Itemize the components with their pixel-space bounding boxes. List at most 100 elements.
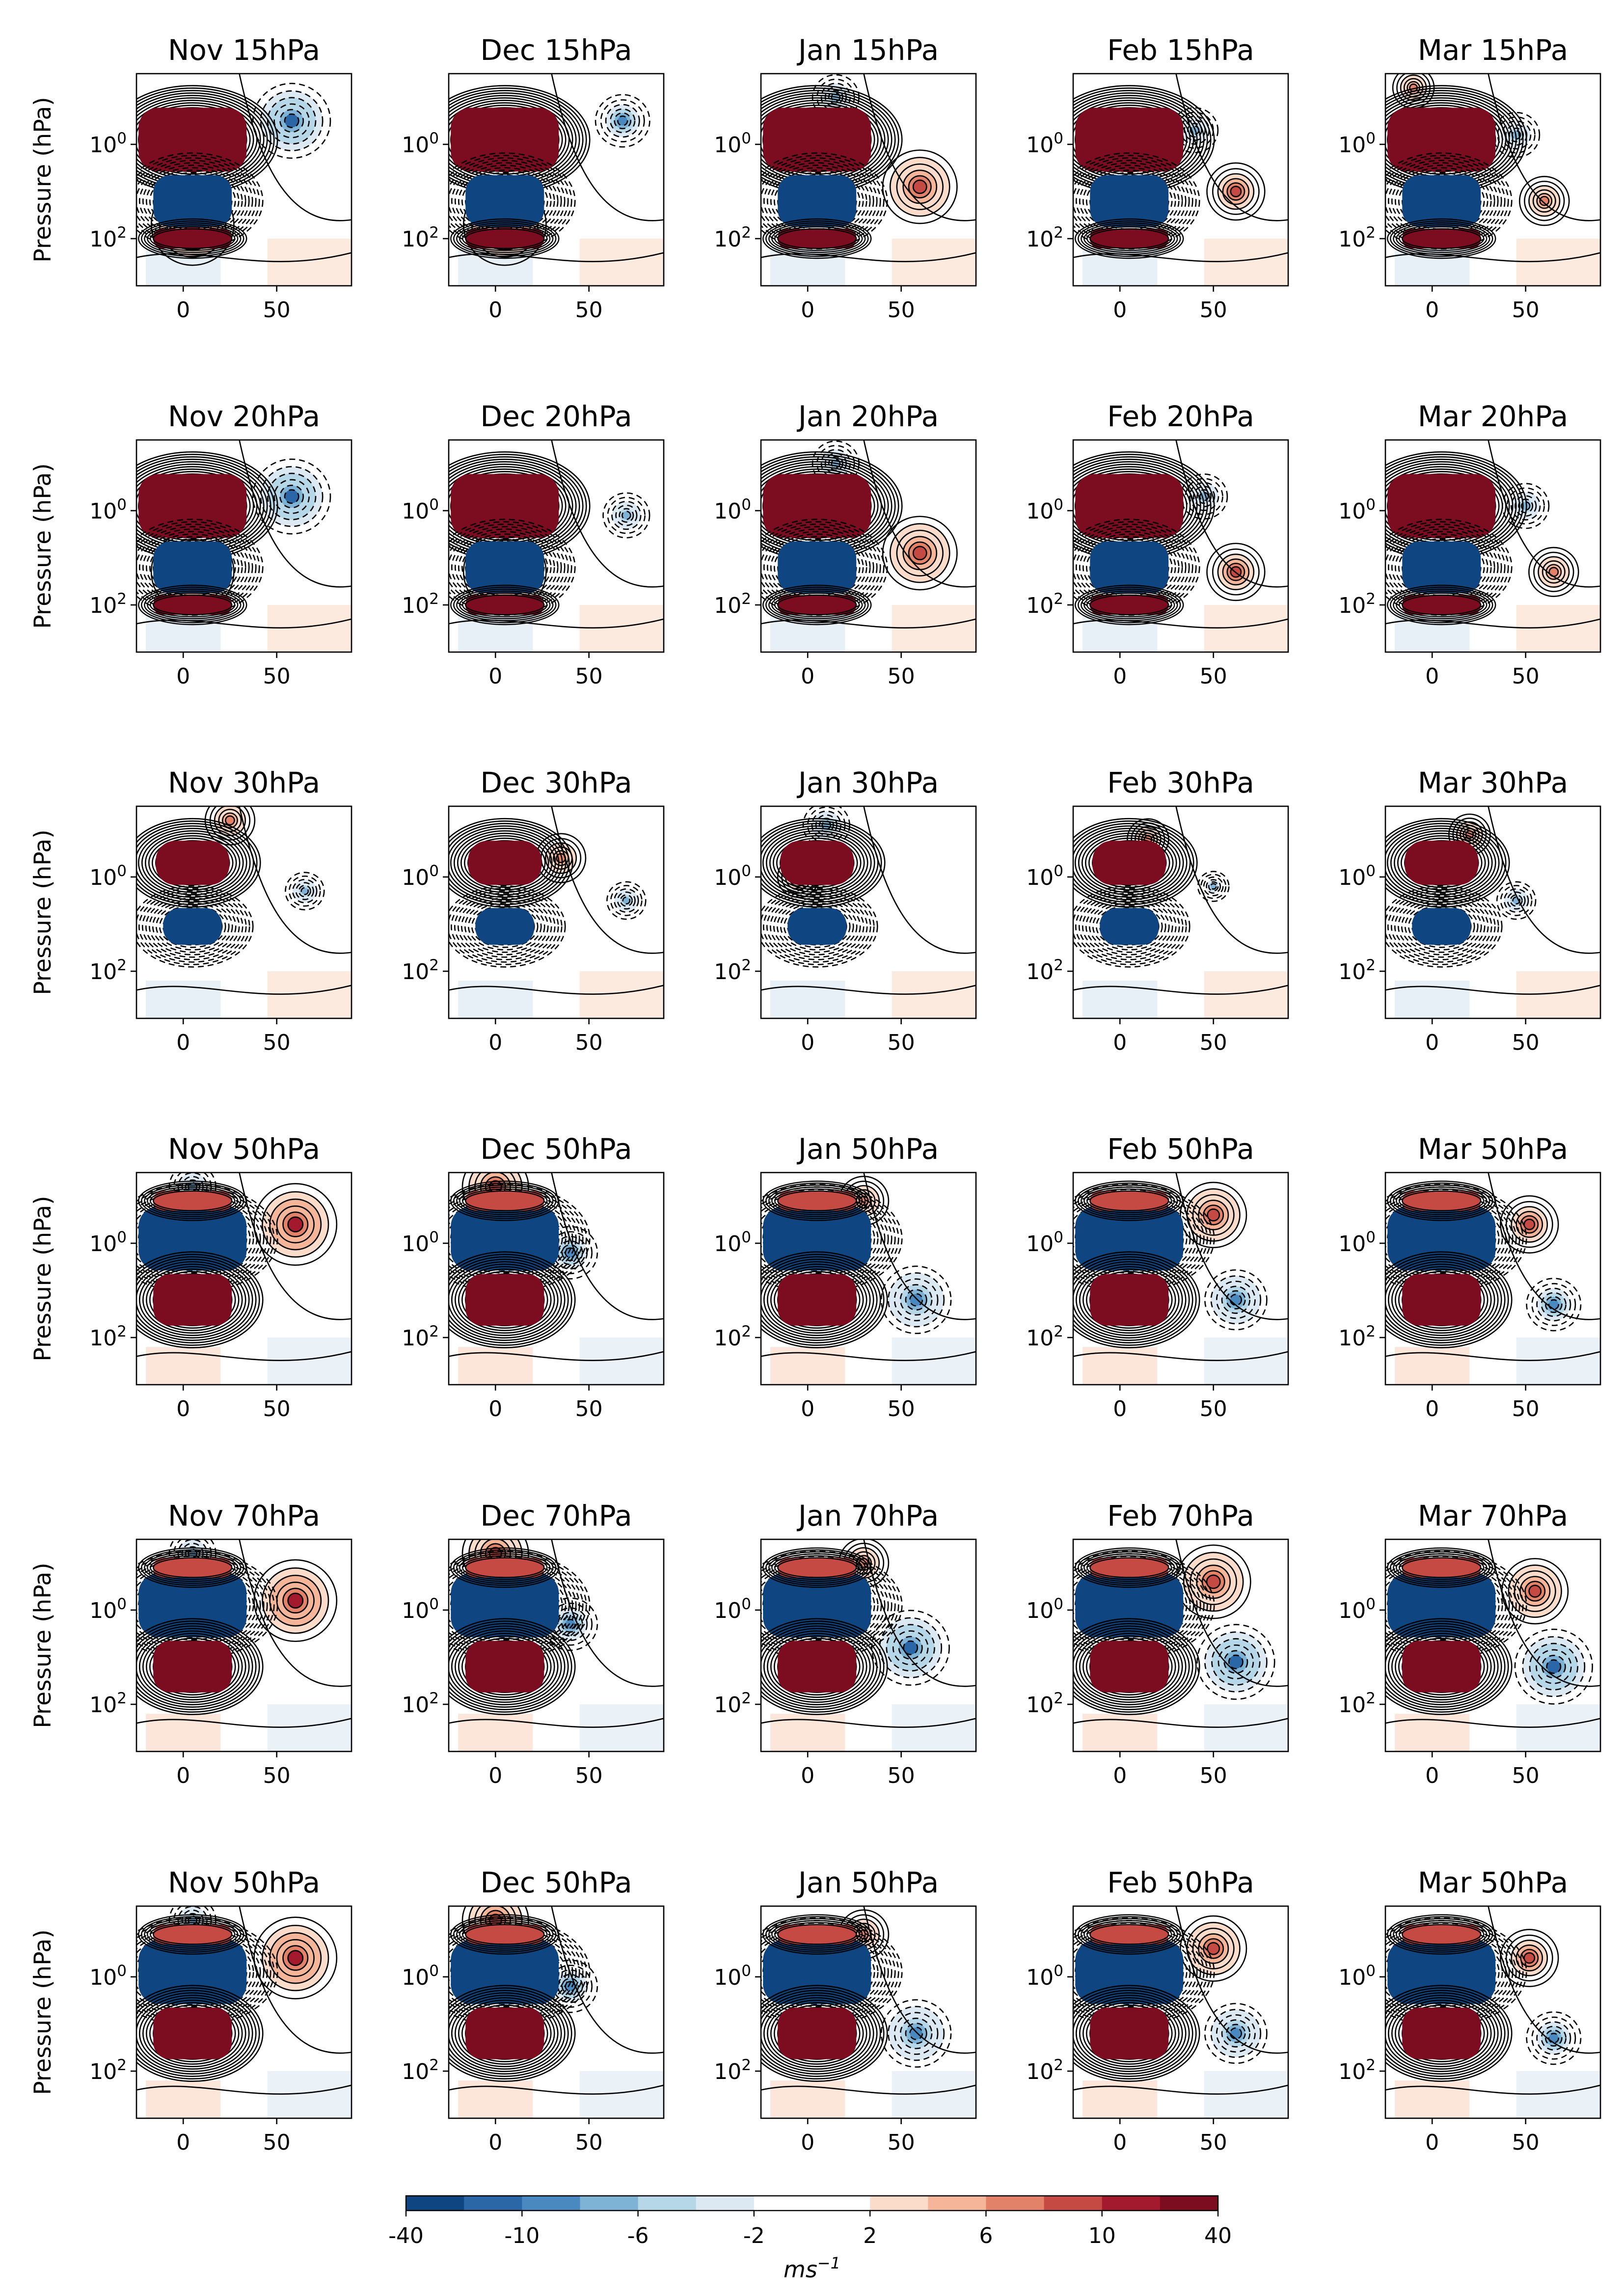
x-tick-label: 0 bbox=[1113, 664, 1127, 689]
y-axis-label: Pressure (hPa) bbox=[29, 463, 56, 629]
y-tick-label: 102 bbox=[89, 957, 127, 984]
y-tick-label: 100 bbox=[714, 1962, 751, 1990]
axes-frame bbox=[1072, 1172, 1289, 1386]
y-tick-label: 100 bbox=[89, 1595, 127, 1623]
axes-frame bbox=[448, 1172, 665, 1386]
x-tick-label: 0 bbox=[176, 298, 190, 323]
y-tick-label: 100 bbox=[402, 496, 439, 524]
y-tick-label: 102 bbox=[714, 2056, 751, 2084]
contour-field bbox=[761, 1173, 976, 1385]
panel: Jan 50hPa 0 50 100 102 bbox=[714, 1866, 977, 2155]
y-tick-label: 102 bbox=[89, 1690, 127, 1718]
x-tick-label: 0 bbox=[1425, 2130, 1439, 2155]
panel-title: Nov 30hPa bbox=[168, 766, 320, 799]
x-tick-label: 0 bbox=[488, 298, 502, 323]
axes-frame bbox=[448, 73, 665, 287]
colorbar-segment bbox=[812, 2196, 870, 2211]
panel-title: Feb 70hPa bbox=[1107, 1499, 1254, 1532]
y-tick-label: 100 bbox=[402, 1962, 439, 1990]
colorbar-tick-label: 2 bbox=[863, 2223, 877, 2248]
y-tick-label: 100 bbox=[714, 496, 751, 524]
y-tick-label: 102 bbox=[1026, 1323, 1063, 1351]
y-tick-label: 100 bbox=[1338, 1229, 1376, 1257]
zero-contours bbox=[136, 1906, 352, 2095]
zero-contours bbox=[136, 1539, 352, 1728]
panel-title: Feb 50hPa bbox=[1107, 1132, 1254, 1166]
axes-frame bbox=[1384, 805, 1601, 1019]
x-axis: 0 50 bbox=[1425, 1385, 1540, 1421]
x-tick-label: 0 bbox=[1113, 1030, 1127, 1055]
y-axis: 100 102 bbox=[402, 130, 449, 252]
contour-field bbox=[449, 1173, 664, 1385]
panel: Dec 30hPa 0 50 100 102 bbox=[402, 766, 665, 1055]
y-axis: 100 102 bbox=[89, 130, 136, 252]
panel-title: Jan 70hPa bbox=[797, 1499, 939, 1532]
contour-field bbox=[1073, 1539, 1288, 1751]
contour-field bbox=[1073, 440, 1288, 652]
y-tick-label: 102 bbox=[402, 1690, 439, 1718]
x-tick-label: 0 bbox=[801, 1030, 814, 1055]
panel-title: Dec 50hPa bbox=[480, 1132, 632, 1166]
zero-contours bbox=[1385, 1173, 1600, 1361]
colorbar-segment bbox=[986, 2196, 1045, 2211]
y-axis: 100 102 bbox=[1026, 862, 1073, 984]
y-tick-label: 102 bbox=[1338, 1690, 1376, 1718]
y-axis: 100 102 bbox=[1026, 496, 1073, 618]
y-tick-label: 100 bbox=[402, 862, 439, 890]
y-tick-label: 102 bbox=[714, 224, 751, 252]
y-tick-label: 100 bbox=[89, 1229, 127, 1257]
panel: Dec 70hPa 0 50 100 102 bbox=[402, 1499, 665, 1788]
zero-contours bbox=[1073, 806, 1288, 995]
x-tick-label: 50 bbox=[888, 1030, 915, 1055]
y-tick-label: 100 bbox=[1338, 1962, 1376, 1990]
y-axis-label: Pressure (hPa) bbox=[29, 1929, 56, 2095]
y-axis: 100 102 bbox=[89, 496, 136, 618]
contour-field bbox=[136, 806, 352, 1018]
panel-title: Mar 50hPa bbox=[1418, 1132, 1568, 1166]
y-tick-label: 100 bbox=[1026, 862, 1063, 890]
x-axis: 0 50 bbox=[176, 1018, 291, 1055]
y-tick-label: 102 bbox=[1338, 2056, 1376, 2084]
panel: Mar 15hPa 0 50 100 102 bbox=[1338, 33, 1601, 323]
panel: Nov 30hPa 0 50 100 102 Pressure (hPa) bbox=[29, 766, 352, 1055]
axes-frame bbox=[760, 805, 977, 1019]
x-axis: 0 50 bbox=[1113, 2118, 1227, 2155]
x-tick-label: 0 bbox=[176, 1763, 190, 1788]
contour-field bbox=[1385, 1539, 1600, 1751]
zero-contours bbox=[449, 1906, 664, 2095]
x-tick-label: 0 bbox=[1113, 1396, 1127, 1421]
y-axis: 100 102 bbox=[89, 1962, 136, 2084]
panel-title: Mar 50hPa bbox=[1418, 1866, 1568, 1899]
colorbar-segment bbox=[1044, 2196, 1103, 2211]
x-tick-label: 0 bbox=[176, 1396, 190, 1421]
axes-frame bbox=[135, 1905, 352, 2119]
zero-contours bbox=[136, 806, 352, 995]
axes-frame bbox=[760, 1538, 977, 1752]
y-tick-label: 102 bbox=[1026, 957, 1063, 984]
y-tick-label: 100 bbox=[89, 496, 127, 524]
y-axis: 100 102 bbox=[402, 1595, 449, 1718]
x-tick-label: 50 bbox=[1512, 1030, 1540, 1055]
contour-field bbox=[136, 1173, 352, 1385]
contour-field bbox=[761, 1906, 976, 2118]
y-tick-label: 100 bbox=[402, 1595, 439, 1623]
y-axis: 100 102 bbox=[402, 496, 449, 618]
axes-frame bbox=[135, 1172, 352, 1386]
panel-title: Dec 30hPa bbox=[480, 766, 632, 799]
y-axis: 100 102 bbox=[1338, 1595, 1385, 1718]
x-tick-label: 0 bbox=[488, 1030, 502, 1055]
panel: Nov 20hPa 0 50 100 102 Pressure (hPa) bbox=[29, 400, 352, 689]
axes-frame bbox=[760, 1905, 977, 2119]
panel: Dec 15hPa 0 50 100 102 bbox=[402, 33, 665, 323]
x-axis: 0 50 bbox=[1425, 1751, 1540, 1788]
zero-contours bbox=[761, 1173, 976, 1361]
colorbar-tick-label: -40 bbox=[388, 2223, 424, 2248]
zero-contours bbox=[761, 806, 976, 995]
y-axis: 100 102 bbox=[1026, 1962, 1073, 2084]
panel: Jan 70hPa 0 50 100 102 bbox=[714, 1499, 977, 1788]
x-axis: 0 50 bbox=[1425, 286, 1540, 323]
x-tick-label: 0 bbox=[488, 1763, 502, 1788]
colorbar-tick-label: 6 bbox=[979, 2223, 993, 2248]
y-tick-label: 102 bbox=[1026, 2056, 1063, 2084]
axes-frame bbox=[1072, 1905, 1289, 2119]
